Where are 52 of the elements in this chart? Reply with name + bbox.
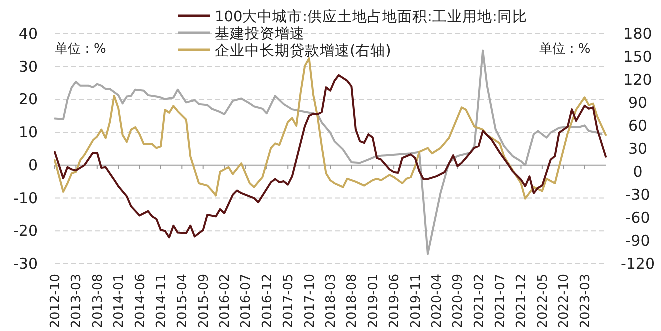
y-tick-label: 20: [18, 90, 38, 109]
x-tick-label: 2022-05: [536, 274, 551, 328]
legend-label: 企业中长期贷款增速(右轴): [215, 42, 392, 60]
y2-tick-label: 180: [624, 25, 652, 43]
y-tick-label: 10: [18, 124, 38, 142]
y2-tick-label: 90: [628, 94, 648, 112]
x-tick-label: 2016-02: [218, 274, 234, 328]
x-tick-label: 2021-02: [472, 274, 488, 328]
y2-tick-label: 150: [624, 48, 652, 66]
x-tick-label: 2014-11: [154, 274, 170, 328]
x-tick-label: 2016-12: [260, 274, 276, 328]
annotation: 单位：%: [539, 42, 591, 57]
x-tick-label: 2017-10: [302, 274, 318, 328]
x-tick-label: 2019-01: [366, 274, 382, 328]
x-tick-label: 2017-05: [282, 274, 297, 328]
y-tick-label: -10: [14, 189, 38, 208]
legend-label: 100大中城市:供应土地占地面积:工业用地:同比: [215, 8, 528, 26]
y-tick-label: 30: [18, 58, 38, 76]
y2-tick-label: 0: [633, 163, 643, 181]
x-tick-label: 2023-03: [578, 274, 594, 328]
y2-tick-label: -60: [626, 209, 650, 227]
x-tick-label: 2021-07: [494, 274, 509, 328]
x-tick-label: 2015-04: [176, 274, 191, 328]
x-tick-label: 2015-09: [196, 274, 212, 328]
x-tick-label: 2014-01: [112, 274, 128, 328]
legend-label: 基建投资增速: [215, 26, 305, 42]
y2-tick-label: -120: [620, 255, 656, 273]
y-tick-label: 40: [18, 25, 38, 43]
annotation: 单位：%: [55, 42, 106, 57]
x-tick-label: 2013-08: [90, 274, 106, 328]
x-tick-label: 2020-04: [430, 274, 445, 328]
y2-tick-label: 60: [628, 117, 648, 135]
line-series: [54, 58, 607, 200]
x-tick-label: 2021-12: [514, 274, 530, 328]
x-tick-label: 2014-06: [133, 274, 148, 328]
x-tick-label: 2018-03: [324, 274, 339, 328]
y2-tick-label: -90: [626, 232, 650, 250]
x-tick-label: 2016-07: [239, 274, 254, 328]
x-tick-label: 2018-08: [345, 274, 360, 328]
y-tick-label: -30: [14, 255, 38, 273]
y-tick-label: 0: [28, 156, 38, 174]
x-tick-label: 2022-10: [557, 274, 572, 328]
x-tick-label: 2019-06: [388, 274, 403, 328]
x-tick-label: 2020-09: [451, 274, 466, 328]
y2-tick-label: 120: [624, 71, 652, 89]
y2-tick-label: 30: [628, 140, 648, 158]
x-tick-label: 2019-11: [408, 274, 424, 328]
x-tick-label: 2012-10: [48, 274, 64, 328]
y2-tick-label: -30: [626, 186, 650, 204]
x-tick-label: 2013-03: [70, 274, 85, 328]
line-series: [54, 74, 607, 239]
y-tick-label: -20: [14, 222, 38, 240]
